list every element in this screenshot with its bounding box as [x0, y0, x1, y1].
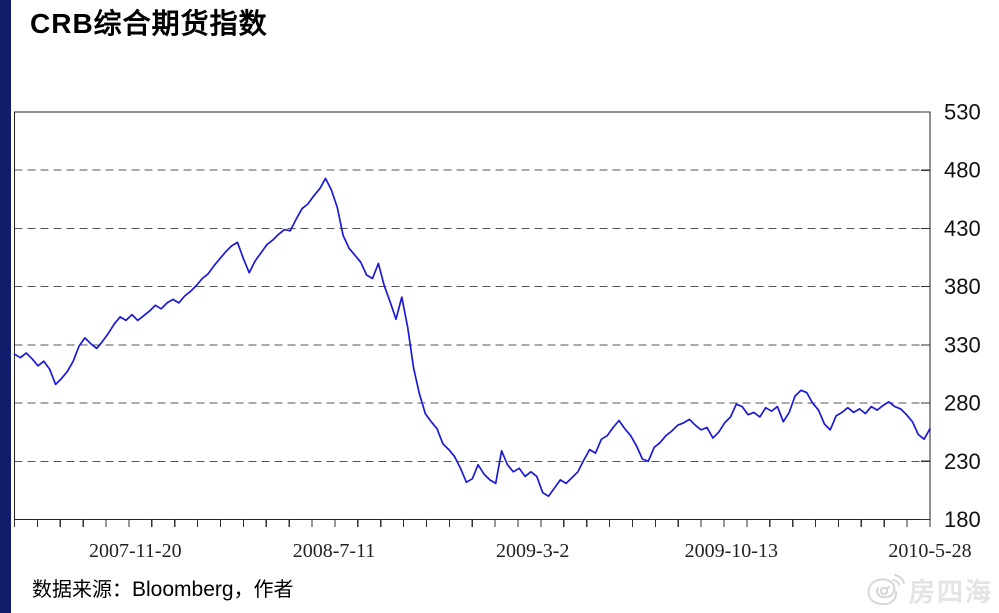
- plot-frame: [13, 111, 931, 521]
- y-axis-label: 280: [944, 391, 981, 416]
- y-axis-label: 180: [944, 507, 981, 532]
- source-suffix-label: ，作者: [233, 579, 294, 601]
- x-axis-label: 2007-11-20: [89, 540, 182, 562]
- left-edge-stripe: [0, 0, 11, 613]
- y-axis-label: 530: [944, 100, 981, 125]
- x-axis-label: 2008-7-11: [293, 540, 376, 562]
- source-vendor-label: Bloomberg: [132, 578, 234, 601]
- price-line: [13, 177, 931, 498]
- y-axis-label: 330: [944, 332, 981, 357]
- watermark-text: 房四海: [908, 577, 993, 607]
- y-axis-label: 430: [944, 216, 981, 241]
- watermark-logo-icon: [867, 574, 905, 606]
- source-prefix-label: 数据来源：: [32, 579, 132, 601]
- x-axis-label: 2009-3-2: [496, 540, 569, 562]
- watermark: 房四海: [864, 570, 993, 610]
- y-axis-label: 480: [944, 158, 981, 183]
- chart-title: CRB综合期货指数: [30, 8, 268, 39]
- y-axis-label: 230: [944, 449, 981, 474]
- y-axis-label: 380: [944, 274, 981, 299]
- x-axis-label: 2009-10-13: [685, 540, 778, 562]
- x-axis-label: 2010-5-28: [888, 540, 971, 562]
- data-source-line: 数据来源：Bloomberg，作者: [32, 573, 294, 602]
